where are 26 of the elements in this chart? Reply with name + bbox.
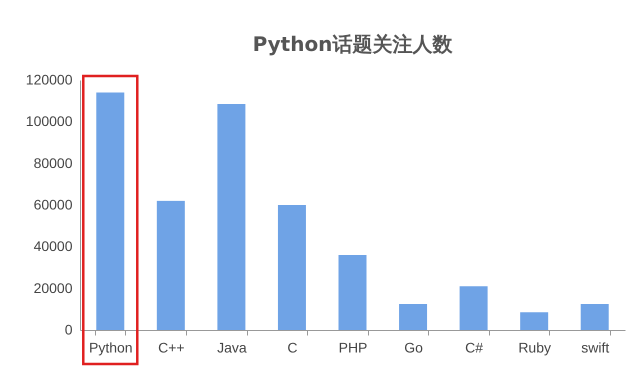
bar — [156, 200, 185, 330]
y-tick-label: 80000 — [34, 154, 73, 171]
bar — [96, 92, 124, 330]
y-tick-label: 100000 — [26, 113, 73, 130]
bar — [278, 205, 306, 330]
y-tick-label: 20000 — [34, 280, 73, 296]
bar — [399, 304, 428, 330]
bar — [338, 255, 366, 330]
x-tick-label: Go — [404, 340, 424, 356]
y-tick-label: 40000 — [34, 238, 73, 254]
bar — [520, 312, 548, 330]
x-tick-label: Ruby — [518, 340, 552, 356]
bar — [217, 104, 246, 330]
x-tick-label: PHP — [338, 340, 368, 356]
x-tick-label: C — [287, 340, 298, 356]
chart-title: Python话题关注人数 — [252, 32, 454, 56]
x-tick-label: Python — [88, 340, 133, 356]
bar — [460, 286, 488, 330]
x-tick-label: Java — [217, 340, 247, 356]
y-tick-label: 60000 — [34, 196, 73, 212]
x-tick-label: swift — [581, 340, 610, 356]
bar — [580, 304, 609, 330]
x-tick-label: C# — [465, 340, 484, 356]
y-tick-label: 0 — [64, 322, 73, 338]
x-tick-label: C++ — [158, 340, 185, 356]
y-tick-label: 120000 — [26, 72, 73, 88]
